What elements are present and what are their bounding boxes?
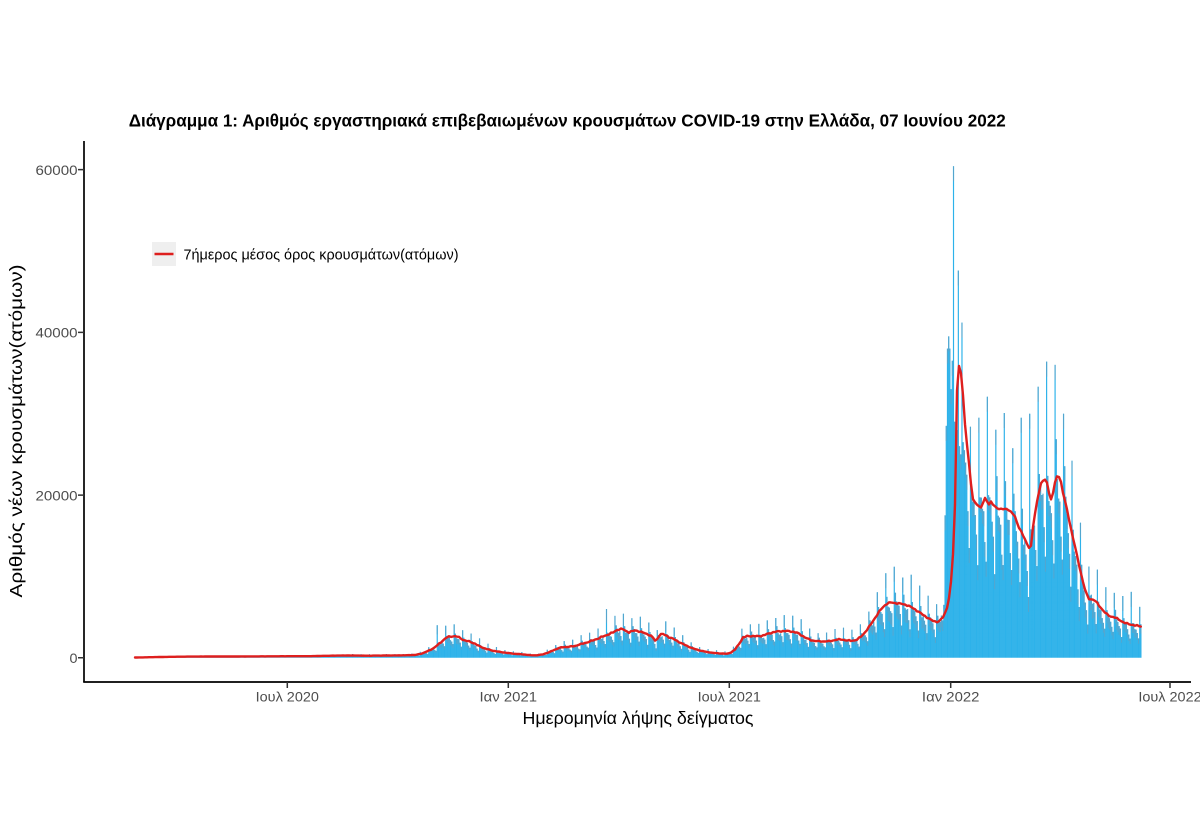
svg-text:Ιουλ 2022: Ιουλ 2022 — [1138, 689, 1200, 705]
svg-text:Ιαν 2021: Ιαν 2021 — [480, 689, 538, 705]
svg-text:60000: 60000 — [36, 162, 78, 178]
svg-text:Αριθμός νέων κρουσμάτων(ατόμων: Αριθμός νέων κρουσμάτων(ατόμων) — [6, 265, 26, 598]
svg-text:Ιουλ 2021: Ιουλ 2021 — [698, 689, 762, 705]
svg-text:Ιουλ 2020: Ιουλ 2020 — [256, 689, 320, 705]
svg-text:Διάγραμμα 1: Αριθμός εργαστηρι: Διάγραμμα 1: Αριθμός εργαστηριακά επιβεβ… — [129, 111, 1006, 131]
svg-text:7ήμερος μέσος όρος κρουσμάτων(: 7ήμερος μέσος όρος κρουσμάτων(ατόμων) — [184, 246, 459, 263]
svg-text:0: 0 — [70, 650, 78, 666]
svg-text:40000: 40000 — [36, 325, 78, 341]
svg-text:Ημερομηνία λήψης δείγματος: Ημερομηνία λήψης δείγματος — [523, 708, 754, 728]
svg-text:Ιαν 2022: Ιαν 2022 — [922, 689, 980, 705]
svg-text:20000: 20000 — [36, 487, 78, 503]
